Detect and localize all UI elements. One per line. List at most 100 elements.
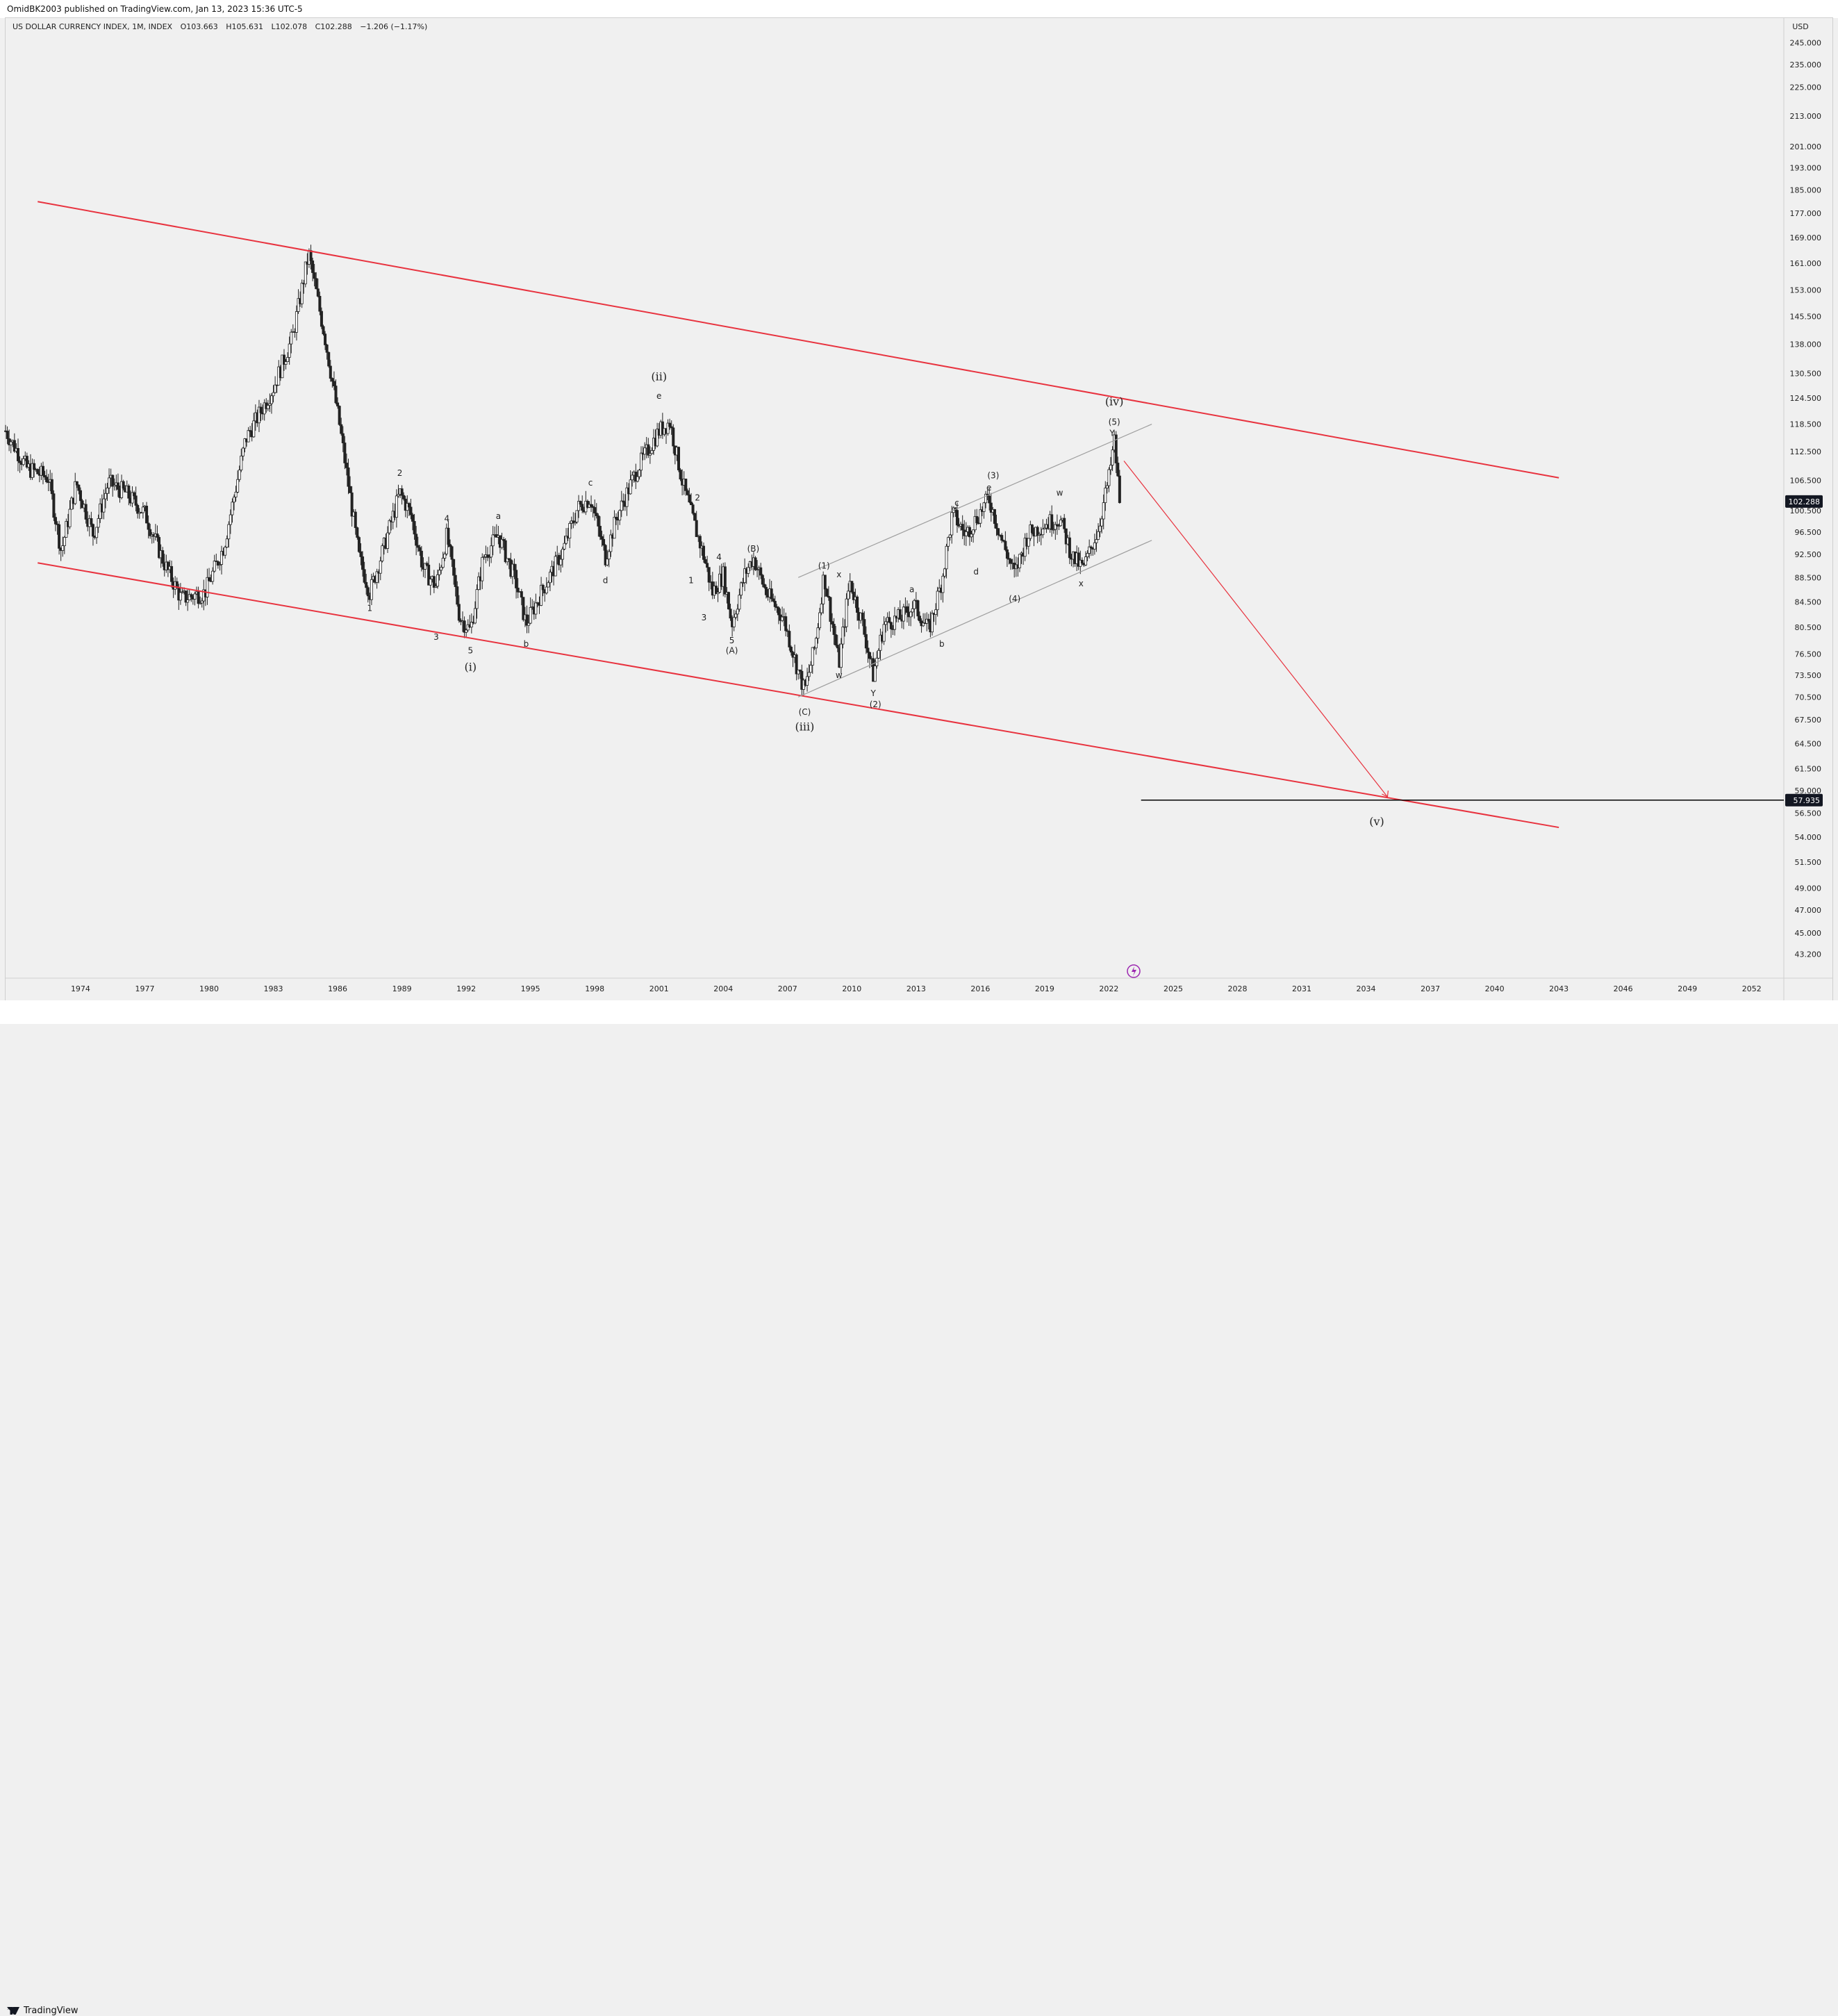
candle-body <box>241 447 245 456</box>
candle-body <box>789 647 793 653</box>
candle-body <box>447 527 450 545</box>
candle-body <box>548 572 552 584</box>
candle-body <box>407 503 411 508</box>
candle-body <box>1000 535 1004 541</box>
candle-body <box>318 296 322 312</box>
y-tick-label: 49.000 <box>1795 884 1822 893</box>
candle-body <box>643 447 647 455</box>
candle-body <box>955 510 959 526</box>
lightning-bolt-icon <box>1132 966 1136 976</box>
candle-body <box>797 669 800 675</box>
y-tick-label: 54.000 <box>1795 833 1822 842</box>
tradingview-logo[interactable]: TradingView <box>7 2006 78 2016</box>
wave-label: Y <box>1109 428 1115 438</box>
wave-label-major: (v) <box>1369 815 1384 828</box>
candle-body <box>440 567 443 571</box>
candle-body <box>861 612 864 620</box>
wave-label: (C) <box>799 707 811 717</box>
candle-body <box>50 479 53 495</box>
candle-body <box>704 559 707 564</box>
candle-body <box>1054 524 1057 530</box>
wave-label: a <box>909 585 914 595</box>
candle-body <box>527 622 531 626</box>
candle-body <box>409 506 413 515</box>
candle-body <box>156 534 159 538</box>
candle-body <box>134 495 138 506</box>
candle-body <box>1089 546 1093 549</box>
channel-line <box>38 201 1559 479</box>
candle-body <box>563 543 566 550</box>
candle-body <box>918 615 921 622</box>
candle-body <box>1107 469 1111 486</box>
candle-body <box>402 495 406 499</box>
x-tick-label: 2013 <box>906 984 926 993</box>
candle-body <box>1041 529 1045 536</box>
candle-body <box>454 575 457 587</box>
candle-body <box>63 537 66 546</box>
x-tick-label: 2010 <box>842 984 861 993</box>
candle-body <box>684 479 688 491</box>
wave-label: x <box>836 570 841 579</box>
candle-body <box>1100 518 1104 527</box>
candle-body <box>16 448 19 461</box>
candle-body <box>370 579 373 600</box>
candle-body <box>775 606 779 609</box>
candle-body <box>898 609 902 620</box>
candle-body <box>590 504 593 507</box>
candle-body <box>441 558 445 568</box>
chart-pane[interactable] <box>5 17 1833 1001</box>
candle-body <box>1114 434 1118 463</box>
candle-body <box>759 567 763 576</box>
candle-body <box>884 621 888 625</box>
candle-body <box>772 598 775 602</box>
candle-body <box>136 505 140 514</box>
candle-body <box>716 592 720 595</box>
symbol-title[interactable]: US DOLLAR CURRENCY INDEX, 1M, INDEX <box>13 22 173 31</box>
candle-body <box>91 524 94 537</box>
candle-body <box>534 602 538 615</box>
candle-body <box>149 529 152 536</box>
candle-body <box>888 617 891 623</box>
candle-body <box>300 283 304 304</box>
candle-body <box>13 440 16 452</box>
price-chart[interactable]: USD245.000235.000225.000213.000201.00019… <box>0 0 1838 1000</box>
candle-body <box>984 493 988 504</box>
candle-body <box>922 622 925 627</box>
x-tick-label: 2031 <box>1292 984 1311 993</box>
candle-body <box>943 568 946 577</box>
candle-body <box>770 588 773 600</box>
candle-body <box>1055 524 1059 527</box>
candle-body <box>338 406 341 425</box>
candle-body <box>1068 537 1071 559</box>
ohlc-open: O103.663 <box>180 22 218 31</box>
candle-body <box>595 513 598 516</box>
candle-body <box>397 494 400 497</box>
x-tick-label: 2052 <box>1742 984 1762 993</box>
candle-body <box>145 506 149 524</box>
candle-body <box>989 502 993 513</box>
candle-body <box>133 492 136 497</box>
x-tick-label: 2043 <box>1549 984 1568 993</box>
candle-body <box>695 520 698 537</box>
candle-body <box>127 486 131 499</box>
candle-body <box>1080 559 1084 563</box>
candle-body <box>206 577 209 597</box>
x-tick-label: 1995 <box>521 984 540 993</box>
candle-body <box>52 493 56 518</box>
candle-body <box>540 584 543 606</box>
candle-body <box>108 477 111 488</box>
y-tick-label: 213.000 <box>1790 112 1822 121</box>
candle-body <box>104 493 107 499</box>
candle-body <box>75 481 78 486</box>
candle-body <box>425 563 429 565</box>
candle-body <box>698 536 702 549</box>
projection-arrow <box>1123 461 1388 798</box>
candle-body <box>418 547 422 552</box>
candle-body <box>732 617 736 627</box>
candle-body <box>607 551 611 560</box>
candle-body <box>475 589 479 609</box>
y-tick-label: 70.500 <box>1795 693 1822 702</box>
candle-body <box>806 676 809 686</box>
candle-body <box>554 556 557 577</box>
candle-body <box>77 484 81 491</box>
